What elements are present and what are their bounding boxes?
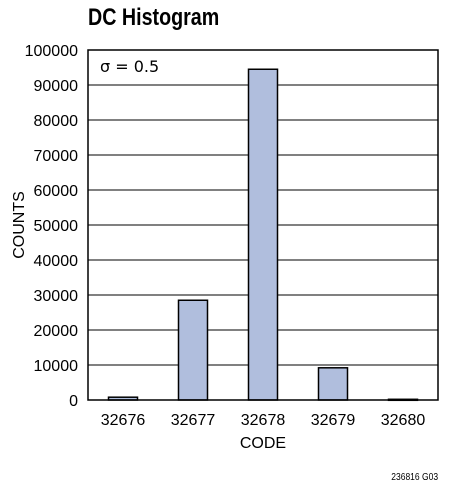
x-axis-title: CODE	[240, 435, 286, 452]
x-tick-label: 32679	[311, 412, 356, 429]
x-tick-label: 32680	[381, 412, 426, 429]
y-tick-label: 80000	[34, 113, 79, 130]
bar-32678	[247, 68, 279, 401]
y-tick-label: 40000	[34, 253, 79, 270]
x-tick-label: 32678	[241, 412, 286, 429]
y-tick-label: 30000	[34, 288, 79, 305]
x-tick-labels: 32676 32677 32678 32679 32680	[101, 412, 426, 429]
figure-id: 236816 G03	[391, 472, 438, 483]
x-tick-label: 32677	[171, 412, 216, 429]
y-axis-title: COUNTS	[11, 191, 28, 259]
y-tick-label: 50000	[34, 218, 79, 235]
y-tick-label: 100000	[25, 43, 78, 60]
bar-32679	[317, 367, 349, 401]
bar-32677	[177, 299, 209, 401]
y-tick-label: 0	[69, 393, 78, 410]
y-tick-label: 90000	[34, 78, 79, 95]
y-tick-labels: 0 10000 20000 30000 40000 50000 60000 70000 8000…	[25, 43, 78, 410]
y-tick-label: 10000	[34, 358, 79, 375]
y-tick-label: 70000	[34, 148, 79, 165]
y-tick-label: 20000	[34, 323, 79, 340]
plot-frame	[87, 49, 439, 401]
chart-title: DC Histogram	[88, 4, 220, 31]
x-tick-label: 32676	[101, 412, 146, 429]
bars	[107, 68, 419, 402]
sigma-annotation: σ = 0.5	[100, 57, 159, 76]
y-tick-label: 60000	[34, 183, 79, 200]
